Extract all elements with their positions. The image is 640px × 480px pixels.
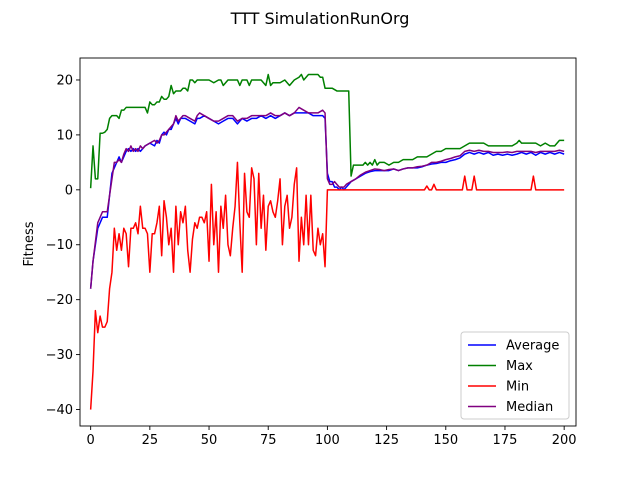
y-tick-label: −10 bbox=[46, 238, 73, 253]
y-tick-label: −20 bbox=[46, 293, 73, 308]
x-tick-label: 0 bbox=[87, 433, 95, 448]
x-tick-label: 125 bbox=[374, 433, 399, 448]
axes-frame bbox=[79, 57, 577, 427]
y-tick-label: −40 bbox=[46, 403, 73, 418]
y-tick-label: 10 bbox=[56, 128, 73, 143]
x-tick-label: 175 bbox=[493, 433, 518, 448]
x-tick-label: 25 bbox=[142, 433, 159, 448]
legend-box bbox=[460, 331, 570, 420]
y-tick-label: 0 bbox=[65, 183, 73, 198]
legend-label-average: Average bbox=[506, 339, 559, 354]
y-axis-label: Fitness bbox=[22, 221, 37, 266]
legend-label-min: Min bbox=[506, 380, 529, 395]
x-tick-label: 200 bbox=[552, 433, 577, 448]
x-tick-label: 50 bbox=[201, 433, 218, 448]
plot-area: 0 25 50 75 100 125 150 175 200 −40 −30 −20 −10 0 10 20 A… bbox=[46, 57, 577, 448]
y-tick-label: −30 bbox=[46, 348, 73, 363]
chart-title: TTT SimulationRunOrg bbox=[230, 9, 410, 28]
series-line-max bbox=[89, 73, 565, 189]
x-tick-label: 75 bbox=[260, 433, 277, 448]
series-line-min bbox=[89, 161, 565, 410]
legend-label-max: Max bbox=[506, 359, 533, 374]
legend-label-median: Median bbox=[506, 400, 553, 415]
x-tick-label: 150 bbox=[433, 433, 458, 448]
x-tick-label: 100 bbox=[315, 433, 340, 448]
series-line-median bbox=[89, 106, 565, 289]
y-tick-label: 20 bbox=[56, 73, 73, 88]
